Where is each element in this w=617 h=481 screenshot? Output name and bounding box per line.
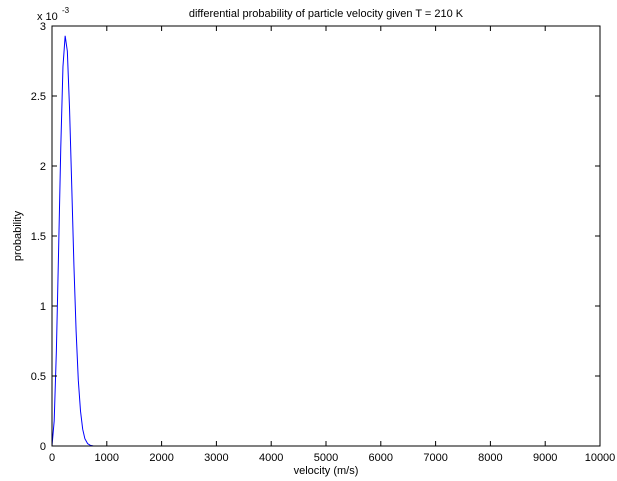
- y-tick-label: 0.5: [31, 371, 46, 383]
- x-tick-label: 5000: [314, 452, 338, 464]
- y-tick-label: 2: [40, 161, 46, 173]
- x-tick-label: 8000: [478, 452, 502, 464]
- y-axis-label: probability: [12, 210, 24, 261]
- x-axis-label: velocity (m/s): [294, 465, 359, 477]
- y-tick-label: 1: [40, 301, 46, 313]
- y-tick-label: 2.5: [31, 91, 46, 103]
- x-tick-label: 6000: [369, 452, 393, 464]
- x-tick-label: 4000: [259, 452, 283, 464]
- y-tick-label: 3: [40, 21, 46, 33]
- x-tick-label: 10000: [585, 452, 616, 464]
- x-tick-label: 9000: [533, 452, 557, 464]
- y-exponent-power: -3: [62, 6, 70, 15]
- x-tick-label: 1000: [95, 452, 119, 464]
- plot-area: [52, 26, 600, 446]
- x-tick-label: 3000: [204, 452, 228, 464]
- chart-title: differential probability of particle vel…: [189, 8, 464, 20]
- x-tick-label: 7000: [423, 452, 447, 464]
- tick-group: 0 1000 2000 3000 4000 5000 6000 7000 8000 9000 100…: [31, 21, 616, 464]
- x-tick-label: 2000: [149, 452, 173, 464]
- x-tick-label: 0: [49, 452, 55, 464]
- y-tick-label: 1.5: [31, 231, 46, 243]
- y-tick-label: 0: [40, 441, 46, 453]
- y-exponent-base: x 10: [37, 11, 58, 23]
